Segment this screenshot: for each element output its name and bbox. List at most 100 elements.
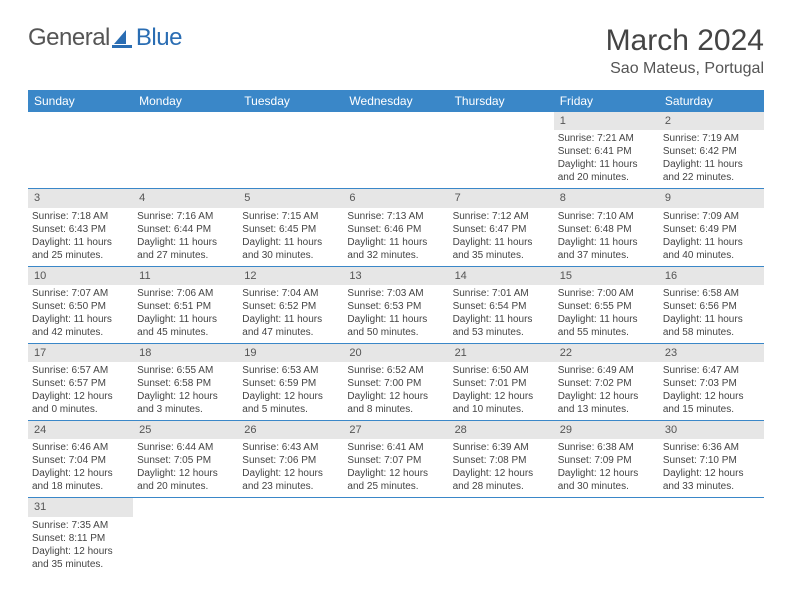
sunrise-text: Sunrise: 6:55 AM	[137, 364, 234, 377]
sunrise-text: Sunrise: 6:57 AM	[32, 364, 129, 377]
sunset-text: Sunset: 7:08 PM	[453, 454, 550, 467]
day-number: 15	[554, 267, 659, 285]
calendar-day-cell: 13Sunrise: 7:03 AMSunset: 6:53 PMDayligh…	[343, 266, 448, 343]
sunrise-text: Sunrise: 7:03 AM	[347, 287, 444, 300]
sunset-text: Sunset: 6:42 PM	[663, 145, 760, 158]
daylight-text: Daylight: 11 hours and 40 minutes.	[663, 236, 760, 262]
sunrise-text: Sunrise: 7:04 AM	[242, 287, 339, 300]
sunrise-text: Sunrise: 7:12 AM	[453, 210, 550, 223]
day-number: 1	[554, 112, 659, 130]
calendar-day-cell: 25 Sunrise: 6:44 AMSunset: 7:05 PMDayligh…	[133, 421, 238, 498]
daylight-text: Daylight: 11 hours and 37 minutes.	[558, 236, 655, 262]
sunrise-text: Sunrise: 7:35 AM	[32, 519, 129, 532]
daylight-text: Daylight: 12 hours and 5 minutes.	[242, 390, 339, 416]
daylight-text: Daylight: 11 hours and 25 minutes.	[32, 236, 129, 262]
sunset-text: Sunset: 7:05 PM	[137, 454, 234, 467]
weekday-header-row: Sunday Monday Tuesday Wednesday Thursday…	[28, 90, 764, 112]
calendar-day-cell: 11Sunrise: 7:06 AMSunset: 6:51 PMDayligh…	[133, 266, 238, 343]
day-number: 14	[449, 267, 554, 285]
calendar-week-row: 24Sunrise: 6:46 AMSunset: 7:04 PMDayligh…	[28, 421, 764, 498]
title-block: March 2024 Sao Mateus, Portugal	[606, 24, 764, 78]
calendar-day-cell	[28, 112, 133, 189]
calendar-day-cell: 31Sunrise: 7:35 AMSunset: 8:11 PMDayligh…	[28, 498, 133, 575]
calendar-day-cell: 16Sunrise: 6:58 AMSunset: 6:56 PMDayligh…	[659, 266, 764, 343]
calendar-day-cell	[343, 498, 448, 575]
daylight-text: Daylight: 11 hours and 53 minutes.	[453, 313, 550, 339]
daylight-text: Daylight: 12 hours and 20 minutes.	[137, 467, 234, 493]
day-number: 6	[343, 189, 448, 207]
sunrise-text: Sunrise: 6:53 AM	[242, 364, 339, 377]
daylight-text: Daylight: 11 hours and 45 minutes.	[137, 313, 234, 339]
sunset-text: Sunset: 6:41 PM	[558, 145, 655, 158]
sunset-text: Sunset: 6:56 PM	[663, 300, 760, 313]
location: Sao Mateus, Portugal	[606, 60, 764, 78]
sunset-text: Sunset: 7:00 PM	[347, 377, 444, 390]
header: General Blue March 2024 Sao Mateus, Port…	[28, 24, 764, 78]
daylight-text: Daylight: 11 hours and 27 minutes.	[137, 236, 234, 262]
day-number: 30	[659, 421, 764, 439]
daylight-text: Daylight: 11 hours and 20 minutes.	[558, 158, 655, 184]
daylight-text: Daylight: 12 hours and 35 minutes.	[32, 545, 129, 571]
calendar-day-cell	[133, 112, 238, 189]
sunset-text: Sunset: 6:45 PM	[242, 223, 339, 236]
daylight-text: Daylight: 11 hours and 58 minutes.	[663, 313, 760, 339]
calendar-day-cell	[238, 112, 343, 189]
daylight-text: Daylight: 12 hours and 30 minutes.	[558, 467, 655, 493]
sunrise-text: Sunrise: 6:49 AM	[558, 364, 655, 377]
sunrise-text: Sunrise: 7:09 AM	[663, 210, 760, 223]
sunrise-text: Sunrise: 7:15 AM	[242, 210, 339, 223]
calendar-day-cell: 4Sunrise: 7:16 AMSunset: 6:44 PMDaylight…	[133, 189, 238, 266]
day-number: 24	[28, 421, 133, 439]
weekday-header: Saturday	[659, 90, 764, 112]
sunset-text: Sunset: 6:43 PM	[32, 223, 129, 236]
sunrise-text: Sunrise: 7:06 AM	[137, 287, 234, 300]
calendar-day-cell: 17Sunrise: 6:57 AMSunset: 6:57 PMDayligh…	[28, 343, 133, 420]
day-number: 11	[133, 267, 238, 285]
day-number: 2	[659, 112, 764, 130]
calendar-day-cell: 15Sunrise: 7:00 AMSunset: 6:55 PMDayligh…	[554, 266, 659, 343]
sunrise-text: Sunrise: 7:18 AM	[32, 210, 129, 223]
sunrise-text: Sunrise: 6:44 AM	[137, 441, 234, 454]
day-number: 5	[238, 189, 343, 207]
calendar-day-cell: 8Sunrise: 7:10 AMSunset: 6:48 PMDaylight…	[554, 189, 659, 266]
calendar-day-cell: 3 Sunrise: 7:18 AMSunset: 6:43 PMDaylight…	[28, 189, 133, 266]
calendar-day-cell: 6Sunrise: 7:13 AMSunset: 6:46 PMDaylight…	[343, 189, 448, 266]
calendar-day-cell: 23Sunrise: 6:47 AMSunset: 7:03 PMDayligh…	[659, 343, 764, 420]
calendar-day-cell: 20Sunrise: 6:52 AMSunset: 7:00 PMDayligh…	[343, 343, 448, 420]
calendar-day-cell: 26Sunrise: 6:43 AMSunset: 7:06 PMDayligh…	[238, 421, 343, 498]
sunset-text: Sunset: 7:03 PM	[663, 377, 760, 390]
calendar-day-cell	[554, 498, 659, 575]
weekday-header: Thursday	[449, 90, 554, 112]
calendar-day-cell: 12Sunrise: 7:04 AMSunset: 6:52 PMDayligh…	[238, 266, 343, 343]
weekday-header: Monday	[133, 90, 238, 112]
day-number: 26	[238, 421, 343, 439]
sunset-text: Sunset: 6:59 PM	[242, 377, 339, 390]
day-number: 21	[449, 344, 554, 362]
calendar-day-cell: 14Sunrise: 7:01 AMSunset: 6:54 PMDayligh…	[449, 266, 554, 343]
calendar-day-cell	[449, 498, 554, 575]
day-number: 17	[28, 344, 133, 362]
sunset-text: Sunset: 6:50 PM	[32, 300, 129, 313]
sunrise-text: Sunrise: 7:16 AM	[137, 210, 234, 223]
day-number: 3	[28, 189, 133, 207]
daylight-text: Daylight: 12 hours and 10 minutes.	[453, 390, 550, 416]
calendar-table: Sunday Monday Tuesday Wednesday Thursday…	[28, 90, 764, 575]
calendar-week-row: 17Sunrise: 6:57 AMSunset: 6:57 PMDayligh…	[28, 343, 764, 420]
calendar-day-cell: 30Sunrise: 6:36 AMSunset: 7:10 PMDayligh…	[659, 421, 764, 498]
calendar-day-cell	[449, 112, 554, 189]
sunset-text: Sunset: 7:10 PM	[663, 454, 760, 467]
sunrise-text: Sunrise: 7:21 AM	[558, 132, 655, 145]
weekday-header: Friday	[554, 90, 659, 112]
day-number: 12	[238, 267, 343, 285]
weekday-header: Sunday	[28, 90, 133, 112]
sunset-text: Sunset: 6:58 PM	[137, 377, 234, 390]
sunset-text: Sunset: 7:02 PM	[558, 377, 655, 390]
daylight-text: Daylight: 11 hours and 32 minutes.	[347, 236, 444, 262]
logo-text-blue: Blue	[136, 24, 182, 52]
calendar-day-cell: 28Sunrise: 6:39 AMSunset: 7:08 PMDayligh…	[449, 421, 554, 498]
calendar-day-cell: 5Sunrise: 7:15 AMSunset: 6:45 PMDaylight…	[238, 189, 343, 266]
day-number: 25	[133, 421, 238, 439]
daylight-text: Daylight: 12 hours and 28 minutes.	[453, 467, 550, 493]
calendar-day-cell: 1 Sunrise: 7:21 AMSunset: 6:41 PMDaylight…	[554, 112, 659, 189]
sunrise-text: Sunrise: 6:58 AM	[663, 287, 760, 300]
